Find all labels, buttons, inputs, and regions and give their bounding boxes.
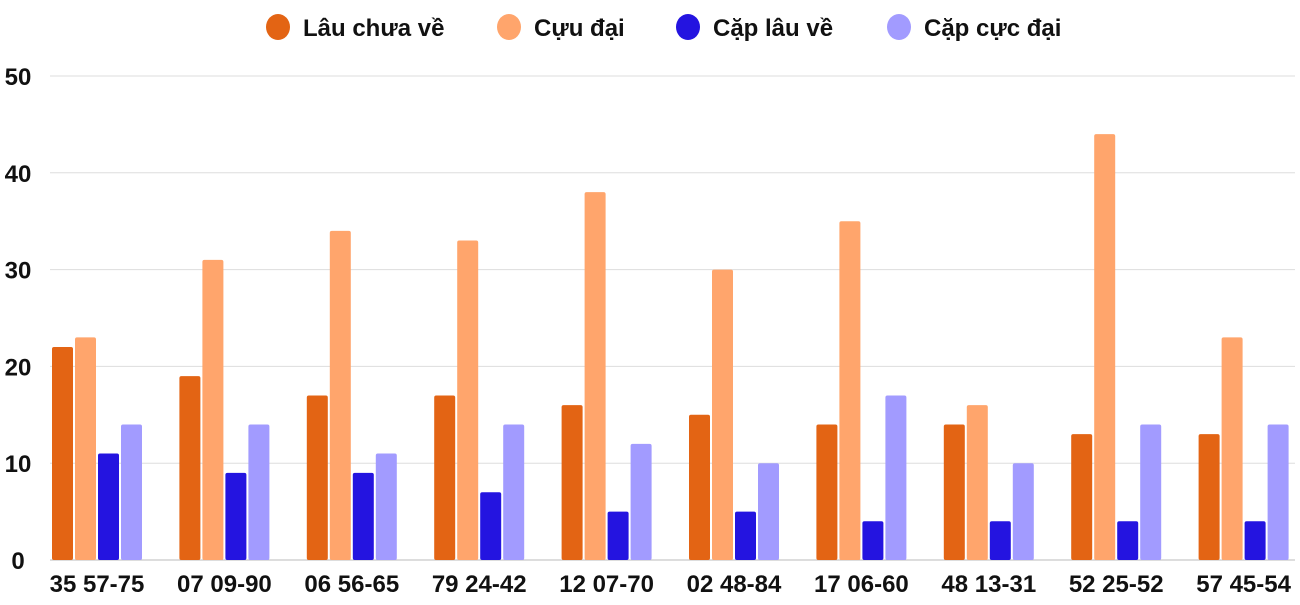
- x-tick-label: 35 57-75: [50, 571, 145, 598]
- legend-swatch: [676, 14, 700, 40]
- bar: [1094, 134, 1116, 560]
- legend-label: Lâu chưa về: [303, 15, 444, 42]
- bar: [1117, 521, 1139, 560]
- x-tick-label: 48 13-31: [941, 571, 1036, 598]
- bar: [735, 511, 756, 560]
- bar: [561, 405, 583, 560]
- bar: [225, 472, 247, 560]
- bar: [434, 395, 456, 560]
- bar: [179, 376, 201, 560]
- bar: [966, 405, 988, 560]
- bar: [75, 337, 96, 560]
- bar: [1071, 434, 1093, 560]
- bar: [375, 453, 397, 560]
- bar: [712, 269, 733, 560]
- bar: [630, 443, 652, 560]
- legend-swatch: [887, 14, 911, 40]
- y-axis: 0 10 20 30 40 50: [5, 64, 32, 575]
- bar: [1244, 521, 1266, 560]
- x-tick-label: 17 06-60: [814, 571, 909, 598]
- x-tick-label: 06 56-65: [304, 571, 399, 598]
- bar: [480, 492, 502, 560]
- legend-label: Cựu đại: [534, 15, 625, 42]
- bar: [1221, 337, 1243, 560]
- bar: [1012, 463, 1034, 560]
- x-tick-label: 07 09-90: [177, 571, 272, 598]
- bar: [52, 347, 73, 560]
- bar: [248, 424, 270, 560]
- bar: [758, 463, 779, 560]
- bar: [329, 230, 351, 560]
- bar: [202, 259, 224, 560]
- bar: [839, 221, 861, 560]
- bar: [989, 521, 1011, 560]
- bar: [1140, 424, 1162, 560]
- bar: [121, 424, 142, 560]
- x-axis: 35 57-75 07 09-90 06 56-65 79 24-42 12 07-70…: [50, 571, 1292, 598]
- bar: [306, 395, 328, 560]
- legend-swatch: [497, 14, 521, 40]
- bars: [52, 134, 1289, 560]
- y-tick-label: 20: [5, 354, 32, 381]
- bar: [689, 414, 710, 560]
- bar: [816, 424, 838, 560]
- bar: [862, 521, 884, 560]
- bar: [503, 424, 525, 560]
- bar: [457, 240, 479, 560]
- y-tick-label: 0: [11, 548, 24, 575]
- bar: [607, 511, 629, 560]
- x-tick-label: 79 24-42: [432, 571, 527, 598]
- bar: [1267, 424, 1289, 560]
- bar: [885, 395, 907, 560]
- bar: [98, 453, 119, 560]
- bar: [352, 472, 374, 560]
- legend-label: Cặp cực đại: [924, 15, 1061, 42]
- x-tick-label: 57 45-54: [1196, 571, 1291, 598]
- x-tick-label: 02 48-84: [687, 571, 782, 598]
- legend-label: Cặp lâu về: [713, 15, 833, 42]
- x-tick-label: 12 07-70: [559, 571, 654, 598]
- bar: [1198, 434, 1220, 560]
- y-tick-label: 50: [5, 64, 32, 91]
- x-tick-label: 52 25-52: [1069, 571, 1164, 598]
- legend-swatch: [266, 14, 290, 40]
- bar: [943, 424, 965, 560]
- y-tick-label: 10: [5, 451, 32, 478]
- y-tick-label: 40: [5, 161, 32, 188]
- y-tick-label: 30: [5, 258, 32, 285]
- bar: [584, 192, 606, 560]
- legend: Lâu chưa về Cựu đại Cặp lâu về Cặp cực đại: [266, 14, 1061, 42]
